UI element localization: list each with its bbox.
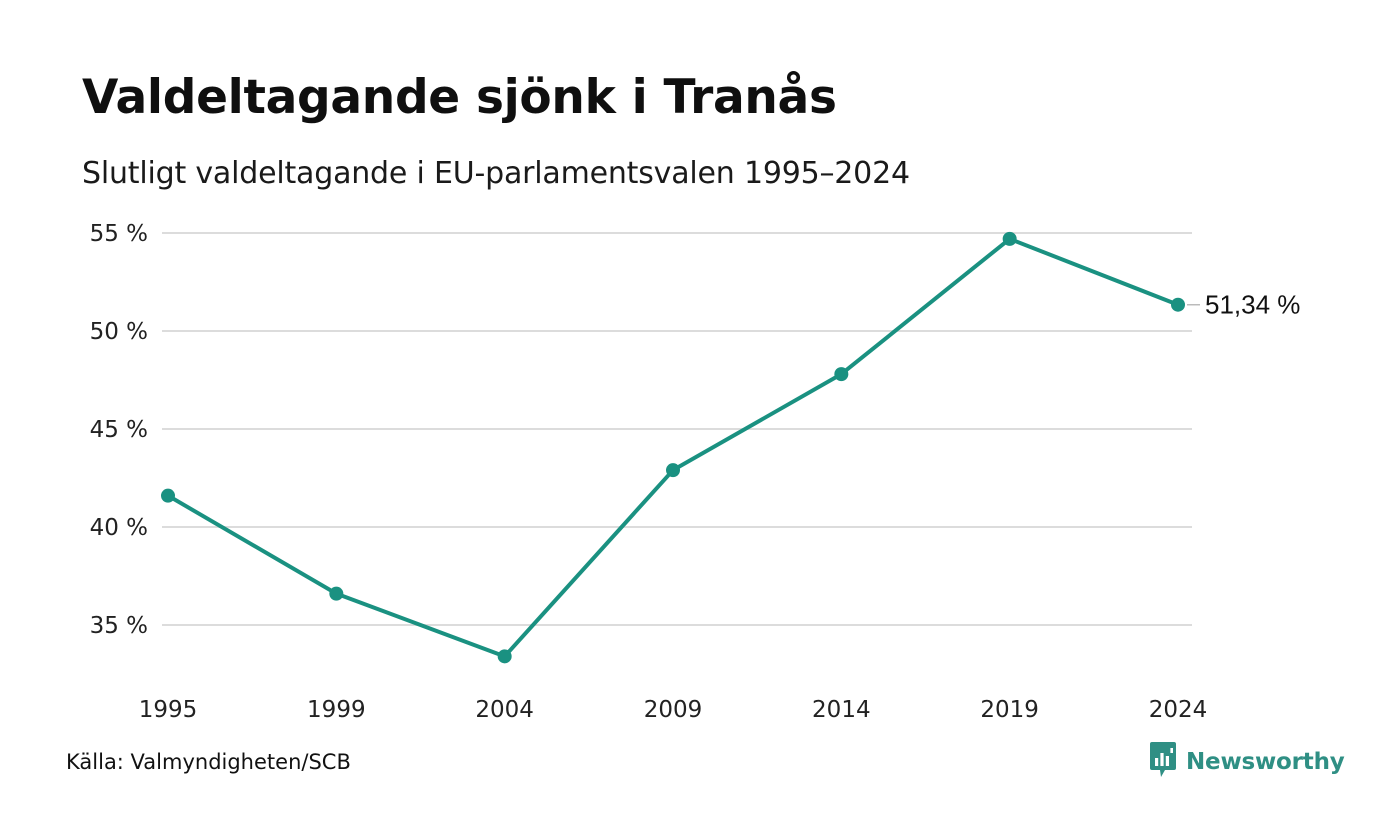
x-axis: 1995 1999 2004 2009 2014 2019 2024 — [139, 697, 1208, 723]
data-point[interactable] — [161, 488, 175, 503]
y-axis: 35 % 40 % 45 % 50 % 55 % — [90, 221, 148, 639]
series-line — [166, 236, 1180, 659]
x-tick-label: 2014 — [812, 697, 871, 723]
y-tick-label: 50 % — [90, 319, 148, 345]
x-tick-label: 1999 — [307, 697, 366, 723]
y-tick-label: 40 % — [90, 515, 148, 541]
data-point[interactable] — [1171, 297, 1185, 312]
end-value-label: 51,34 % — [1205, 290, 1300, 320]
chart-subtitle: Slutligt valdeltagande i EU-parlamentsva… — [82, 156, 910, 191]
y-tick-label: 55 % — [90, 221, 148, 247]
x-tick-label: 2019 — [980, 697, 1039, 723]
brand-name: Newsworthy — [1186, 749, 1345, 775]
x-tick-label: 1995 — [139, 697, 198, 723]
data-point[interactable] — [1002, 231, 1017, 246]
x-tick-label: 2024 — [1149, 697, 1208, 723]
data-point[interactable] — [329, 586, 344, 601]
series: 51,34 % — [161, 231, 1300, 664]
newsworthy-logo-icon — [1148, 741, 1178, 783]
x-tick-label: 2009 — [644, 697, 703, 723]
brand-logo[interactable]: Newsworthy — [1148, 742, 1345, 782]
x-tick-label: 2004 — [475, 697, 534, 723]
y-tick-label: 45 % — [90, 417, 148, 443]
data-point[interactable] — [497, 649, 512, 664]
source-note: Källa: Valmyndigheten/SCB — [66, 750, 351, 774]
y-tick-label: 35 % — [90, 613, 148, 639]
chart-title: Valdeltagande sjönk i Tranås — [82, 70, 837, 125]
gridlines — [162, 232, 1192, 626]
data-point[interactable] — [834, 367, 849, 382]
data-point[interactable] — [666, 463, 680, 478]
